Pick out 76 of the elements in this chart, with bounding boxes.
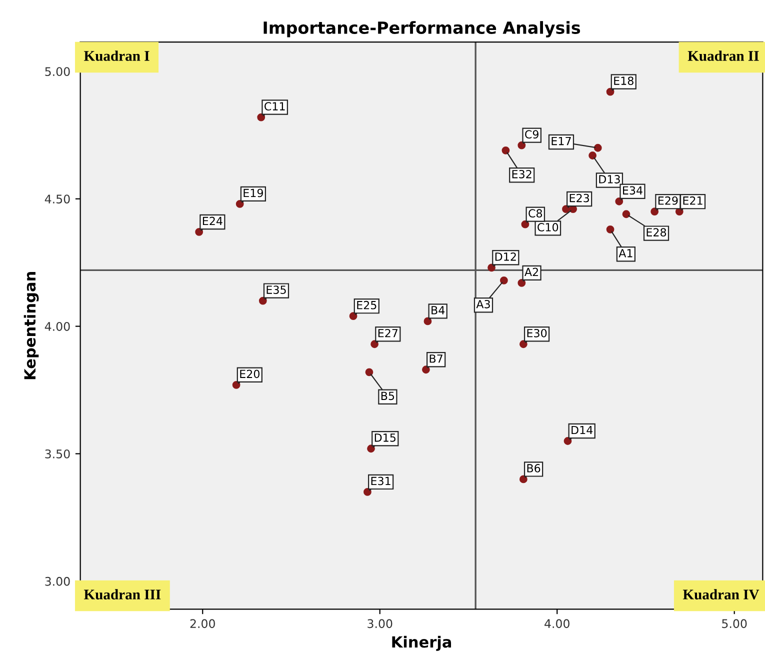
point [562, 205, 570, 213]
x-tick-label: 4.00 [544, 619, 570, 628]
point [615, 197, 624, 206]
data-label: E28 [646, 228, 666, 237]
data-label: A1 [618, 249, 632, 258]
data-label: C8 [528, 209, 542, 218]
annotation: Kuadran IV [682, 589, 760, 600]
x-axis-title: Kinerja [392, 636, 452, 651]
data-label: A3 [476, 300, 490, 308]
point [521, 220, 530, 228]
chart-title: Importance-Performance Analysis [264, 21, 580, 38]
y-tick-label: 3.50 [45, 449, 70, 458]
annotation: Kuadran I [84, 50, 150, 61]
data-label: D12 [495, 252, 516, 261]
point [349, 312, 358, 320]
point [519, 340, 528, 348]
data-label: E31 [371, 476, 390, 486]
annotation: Kuadran III [84, 589, 161, 600]
data-label: C11 [264, 102, 285, 110]
point [650, 208, 659, 216]
data-label: E32 [512, 170, 532, 178]
point [370, 340, 378, 348]
point [367, 444, 375, 453]
point [258, 296, 267, 305]
data-label: C10 [538, 223, 558, 232]
data-label: B5 [381, 392, 394, 400]
point [236, 200, 244, 208]
data-label: E27 [378, 328, 398, 338]
point [606, 88, 614, 96]
data-label: D14 [572, 426, 593, 434]
data-label: B4 [432, 306, 445, 314]
data-label: E30 [527, 328, 547, 338]
data-label: E19 [244, 188, 263, 198]
data-label: E17 [552, 136, 571, 146]
y-tick-label: 5.00 [45, 67, 70, 76]
point [519, 475, 528, 484]
point [518, 279, 526, 287]
data-label: C9 [525, 130, 538, 139]
data-label: E24 [202, 216, 222, 226]
y-tick-label: 3.00 [45, 576, 70, 586]
point [257, 113, 266, 122]
data-label: D15 [374, 434, 396, 442]
point [488, 264, 496, 272]
annotation: Kuadran II [688, 50, 759, 61]
data-label: E34 [623, 186, 642, 195]
x-tick-label: 5.00 [722, 619, 747, 628]
data-label: B7 [430, 354, 442, 363]
y-tick-label: 4.50 [44, 194, 70, 204]
data-label: E35 [266, 286, 286, 294]
point [594, 144, 602, 152]
point [518, 141, 526, 150]
data-label: D13 [599, 175, 620, 184]
point [422, 366, 430, 374]
data-label: E20 [240, 370, 260, 378]
point [564, 437, 572, 445]
data-label: E18 [614, 76, 634, 85]
point [365, 368, 374, 376]
point [364, 488, 372, 496]
data-label: E29 [658, 196, 678, 205]
point [195, 228, 204, 236]
data-label: E23 [570, 194, 590, 202]
point [502, 146, 510, 154]
point [424, 317, 432, 326]
x-tick-label: 3.00 [368, 619, 392, 628]
y-axis-title: Kepentingan [24, 272, 39, 380]
point [232, 380, 240, 389]
y-tick-label: 4.00 [44, 322, 70, 331]
data-label: A2 [524, 268, 538, 276]
point [588, 152, 597, 160]
point [500, 276, 508, 284]
point [622, 210, 630, 218]
x-tick-label: 2.00 [190, 619, 215, 628]
data-label: E21 [683, 196, 702, 205]
data-label: B6 [527, 464, 540, 472]
point [606, 225, 614, 234]
data-label: E25 [357, 300, 376, 310]
